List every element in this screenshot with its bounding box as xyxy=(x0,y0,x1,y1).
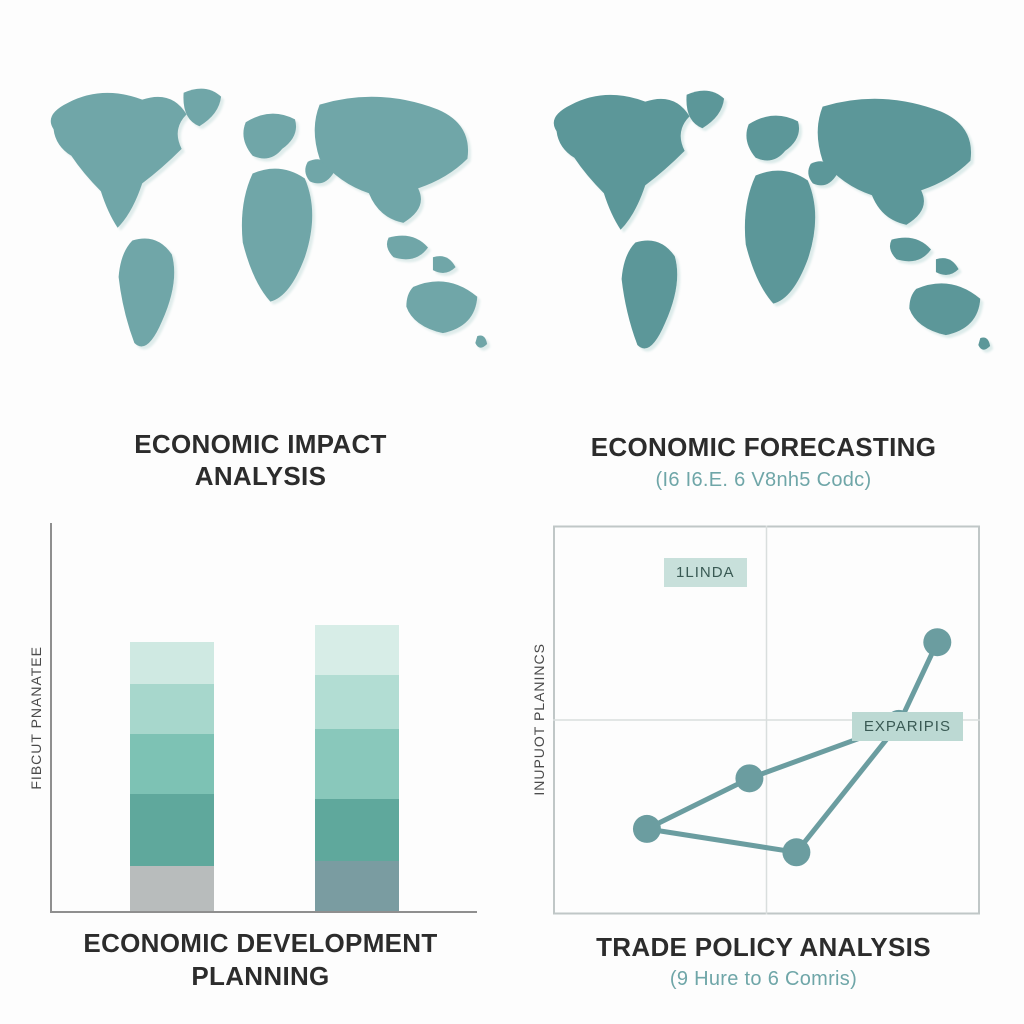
panel-economic-forecasting: ECONOMIC FORECASTING (I6 I6.E. 6 V8nh5 C… xyxy=(527,24,1000,493)
panel-title-block: ECONOMIC IMPACT ANALYSIS xyxy=(134,422,386,493)
scatter-chart: INUPUOT PLANINCS 1LINDA EXPARIPIS xyxy=(527,513,1000,917)
bar-0-seg-3 xyxy=(130,684,214,734)
world-map-icon xyxy=(527,77,1000,373)
bar-chart: FIBCUT PNANATEE xyxy=(24,513,497,914)
panel-subtitle: (I6 I6.E. 6 V8nh5 Codc) xyxy=(591,468,936,493)
panel-title-line1: ECONOMIC IMPACT xyxy=(134,428,386,461)
world-map-2 xyxy=(527,24,1000,425)
world-map-1 xyxy=(24,24,497,422)
bar-0-seg-2 xyxy=(130,734,214,794)
bar-1-seg-2 xyxy=(315,729,399,799)
panel-subtitle: (9 Hure to 6 Comris) xyxy=(596,967,931,992)
scatter-y-axis-label: INUPUOT PLANINCS xyxy=(531,523,553,917)
panel-title-line2: PLANNING xyxy=(83,960,437,993)
panel-title-line2: ANALYSIS xyxy=(134,460,386,493)
world-map-icon xyxy=(24,75,497,371)
bar-0-seg-1 xyxy=(130,794,214,866)
bar-1-seg-4 xyxy=(315,625,399,675)
panel-title-block: ECONOMIC FORECASTING (I6 I6.E. 6 V8nh5 C… xyxy=(591,425,936,493)
panel-trade-policy: INUPUOT PLANINCS 1LINDA EXPARIPIS TRADE P… xyxy=(527,513,1000,993)
panel-title-line1: ECONOMIC DEVELOPMENT xyxy=(83,927,437,960)
bar-0 xyxy=(130,642,214,911)
panel-title-block: TRADE POLICY ANALYSIS (9 Hure to 6 Comri… xyxy=(596,917,931,993)
bar-0-seg-0 xyxy=(130,866,214,911)
y-axis-text: INUPUOT PLANINCS xyxy=(531,643,547,796)
bar-1-seg-3 xyxy=(315,675,399,729)
panel-title: TRADE POLICY ANALYSIS xyxy=(596,931,931,964)
y-axis-text: FIBCUT PNANATEE xyxy=(28,646,44,790)
chart-badge-0: 1LINDA xyxy=(664,558,747,587)
panel-title-block: ECONOMIC DEVELOPMENT PLANNING xyxy=(83,913,437,992)
panel-title: ECONOMIC FORECASTING xyxy=(591,431,936,464)
chart-badge-1: EXPARIPIS xyxy=(852,712,963,741)
bar-0-seg-4 xyxy=(130,642,214,684)
bar-y-axis-label: FIBCUT PNANATEE xyxy=(28,523,50,914)
panel-economic-development: FIBCUT PNANATEE ECONOMIC DEVELOPMENT PLA… xyxy=(24,513,497,993)
bar-1-seg-0 xyxy=(315,861,399,911)
bar-plot-area xyxy=(50,523,477,914)
bar-1-seg-1 xyxy=(315,799,399,861)
bar-1 xyxy=(315,625,399,911)
scatter-plot-area: 1LINDA EXPARIPIS xyxy=(553,523,980,917)
panel-economic-impact: ECONOMIC IMPACT ANALYSIS xyxy=(24,24,497,493)
